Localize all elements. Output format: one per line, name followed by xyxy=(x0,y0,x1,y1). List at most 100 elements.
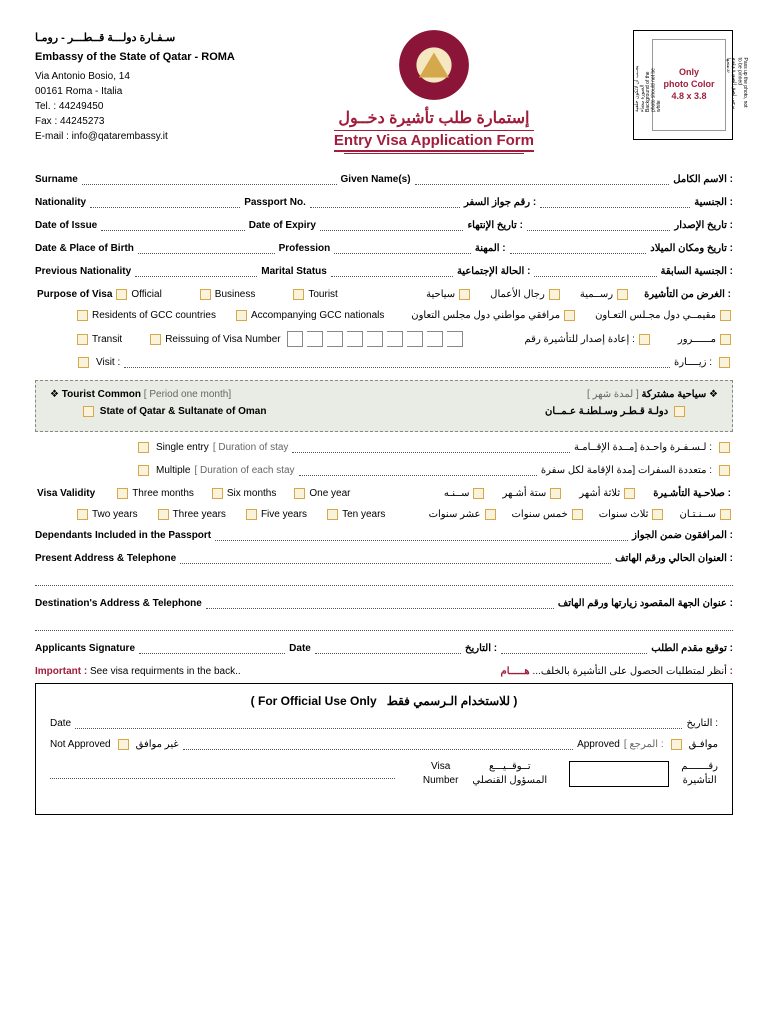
visit-checkbox[interactable] xyxy=(78,357,89,368)
row-gcc: Residents of GCC countries Accompanying … xyxy=(35,310,733,321)
row-dates: Date of Issue Date of Expiry تاريخ الإنت… xyxy=(35,220,733,231)
date-issue-input[interactable] xyxy=(101,221,244,231)
dest-addr-input-2[interactable] xyxy=(35,621,733,631)
not-approved-checkbox[interactable] xyxy=(118,739,129,750)
fax: Fax : 44245273 xyxy=(35,114,235,129)
address-line-2: 00161 Roma - Italia xyxy=(35,84,235,99)
dob-input[interactable] xyxy=(138,244,275,254)
row-name: Surname Given Name(s) الاسم الكامل : xyxy=(35,174,733,185)
official-ar-label: رســمية xyxy=(580,289,613,300)
signature-input[interactable] xyxy=(139,644,285,654)
one-year-ar-checkbox[interactable] xyxy=(473,488,484,499)
business-ar-checkbox[interactable] xyxy=(549,289,560,300)
prev-nat-input[interactable] xyxy=(135,267,257,277)
one-year-checkbox[interactable] xyxy=(294,488,305,499)
nationality-ar-input[interactable] xyxy=(540,198,690,208)
transit-ar-checkbox[interactable] xyxy=(720,334,731,345)
dest-addr-input[interactable] xyxy=(206,599,554,609)
present-addr-ar-label: العنوان الحالي ورقم الهاتف : xyxy=(615,553,733,564)
visit-ar-checkbox[interactable] xyxy=(719,357,730,368)
marital-input[interactable] xyxy=(331,267,453,277)
row-multiple: Multiple [ Duration of each stay متعددة … xyxy=(35,465,733,476)
official-checkbox[interactable] xyxy=(116,289,127,300)
gcc-res-checkbox[interactable] xyxy=(77,310,88,321)
single-entry-input[interactable] xyxy=(292,443,570,453)
single-entry-checkbox[interactable] xyxy=(138,442,149,453)
multiple-input[interactable] xyxy=(299,466,537,476)
given-names-input[interactable] xyxy=(415,175,670,185)
six-months-label: Six months xyxy=(227,488,276,499)
given-names-label: Given Name(s) xyxy=(341,174,411,185)
passport-input[interactable] xyxy=(310,198,460,208)
date-input[interactable] xyxy=(315,644,461,654)
date-expiry-input[interactable] xyxy=(320,221,463,231)
row-dest-addr: Destination's Address & Telephone عنوان … xyxy=(35,598,733,609)
date-issue-ar-input[interactable] xyxy=(527,221,670,231)
five-years-ar-checkbox[interactable] xyxy=(572,509,583,520)
official-ar-checkbox[interactable] xyxy=(617,289,628,300)
multiple-checkbox[interactable] xyxy=(138,465,149,476)
qatar-oman-ar-checkbox[interactable] xyxy=(674,406,685,417)
row-prev-nat: Previous Nationality Marital Status الحا… xyxy=(35,266,733,277)
row-visit: Visit : زيــــارة : xyxy=(35,357,733,368)
gcc-acc-ar-checkbox[interactable] xyxy=(564,310,575,321)
approved-checkbox[interactable] xyxy=(671,739,682,750)
ten-years-label: Ten years xyxy=(342,509,385,520)
reissue-checkbox[interactable] xyxy=(150,334,161,345)
gcc-res-ar-label: مقيمــي دول مجـلس التعـاون xyxy=(595,310,716,321)
present-addr-input[interactable] xyxy=(180,554,611,564)
single-entry-ar-checkbox[interactable] xyxy=(719,442,730,453)
three-months-ar-checkbox[interactable] xyxy=(624,488,635,499)
dependants-input[interactable] xyxy=(215,531,628,541)
five-years-checkbox[interactable] xyxy=(246,509,257,520)
signature-ar-input[interactable] xyxy=(501,644,647,654)
of-visa-ar: التأشيرة xyxy=(681,774,718,788)
multiple-ar-checkbox[interactable] xyxy=(719,465,730,476)
business-checkbox[interactable] xyxy=(200,289,211,300)
marital-label: Marital Status xyxy=(261,266,327,277)
visa-number-box[interactable] xyxy=(569,761,669,787)
not-approved-ar-label: غير موافق xyxy=(136,739,179,750)
dob-ar-input[interactable] xyxy=(510,244,647,254)
present-addr-input-2[interactable] xyxy=(35,576,733,586)
photo-size: 4.8 x 3.8 xyxy=(671,91,706,103)
six-months-ar: ستة أشـهر xyxy=(502,488,546,499)
consular-sig-input[interactable] xyxy=(50,769,395,779)
gcc-acc-checkbox[interactable] xyxy=(236,310,247,321)
tourist-ar-checkbox[interactable] xyxy=(459,289,470,300)
single-entry-label: Single entry xyxy=(156,442,209,453)
visit-input[interactable] xyxy=(124,358,670,368)
three-years-ar: ثلاث سنوات xyxy=(599,509,649,520)
qatar-oman-checkbox[interactable] xyxy=(83,406,94,417)
profession-input[interactable] xyxy=(334,244,471,254)
nationality-input[interactable] xyxy=(90,198,240,208)
three-months-checkbox[interactable] xyxy=(117,488,128,499)
tourist-checkbox[interactable] xyxy=(293,289,304,300)
photo-area: يجــب أن لاتكون خلفية الصورة بيضاء Backg… xyxy=(633,30,733,140)
transit-checkbox[interactable] xyxy=(77,334,88,345)
header: سـفـارة دولـــة قــطـــر - رومـا Embassy… xyxy=(35,30,733,154)
important-row: Important : See visa requirments in the … xyxy=(35,666,733,677)
date-issue-label: Date of Issue xyxy=(35,220,97,231)
of-date-input[interactable] xyxy=(75,719,682,729)
surname-input[interactable] xyxy=(82,175,337,185)
tourist-common-en: Tourist Common xyxy=(62,389,141,400)
business-label: Business xyxy=(215,289,256,300)
two-years-checkbox[interactable] xyxy=(77,509,88,520)
gcc-res-ar-checkbox[interactable] xyxy=(720,310,731,321)
three-years-checkbox[interactable] xyxy=(158,509,169,520)
of-number-label: Number xyxy=(423,774,459,788)
two-years-ar-checkbox[interactable] xyxy=(720,509,731,520)
reissue-ar-checkbox[interactable] xyxy=(639,334,650,345)
photo-color: photo Color xyxy=(664,79,715,91)
approval-input[interactable] xyxy=(183,740,573,750)
title-block: إستمارة طلب تأشيرة دخــول Entry Visa App… xyxy=(235,30,633,154)
multiple-label: Multiple xyxy=(156,465,190,476)
ten-years-ar-checkbox[interactable] xyxy=(485,509,496,520)
ten-years-checkbox[interactable] xyxy=(327,509,338,520)
prev-nat-ar-input[interactable] xyxy=(534,267,656,277)
visa-number-boxes[interactable] xyxy=(285,331,465,347)
six-months-ar-checkbox[interactable] xyxy=(550,488,561,499)
six-months-checkbox[interactable] xyxy=(212,488,223,499)
three-years-ar-checkbox[interactable] xyxy=(652,509,663,520)
